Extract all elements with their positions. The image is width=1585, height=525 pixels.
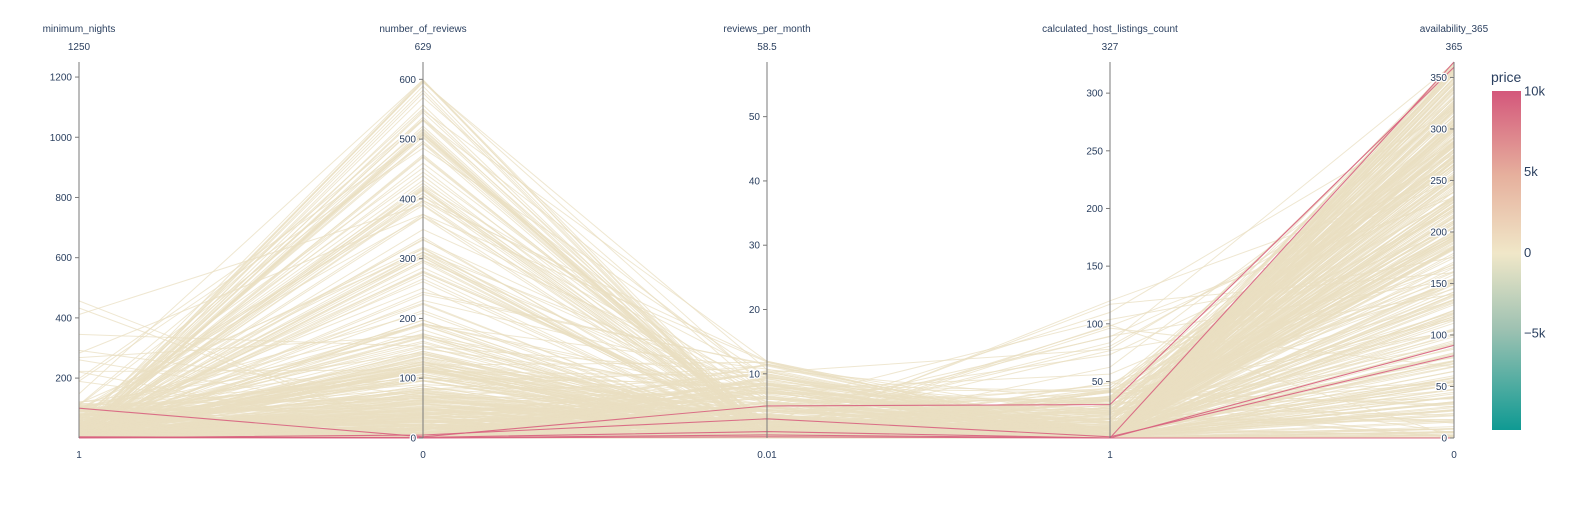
tick-label: 600 <box>55 253 72 264</box>
tick-label: 350 <box>1430 73 1447 84</box>
axis-title: number_of_reviews <box>379 24 466 35</box>
tick-label: 300 <box>399 254 416 265</box>
colorbar-title: price <box>1491 69 1522 85</box>
colorbar-tick-label: 10k <box>1524 84 1545 99</box>
colorbar-tick-label: 0 <box>1524 245 1531 260</box>
tick-label: 200 <box>1430 227 1447 238</box>
axis-min-label: 0.01 <box>757 450 777 461</box>
axis-min-label: 1 <box>1107 450 1113 461</box>
tick-label: 100 <box>1086 319 1103 330</box>
tick-label: 200 <box>399 314 416 325</box>
tick-label: 200 <box>55 374 72 385</box>
tick-label: 50 <box>1092 377 1104 388</box>
tick-label: 40 <box>749 176 761 187</box>
tick-label: 250 <box>1430 176 1447 187</box>
colorbar-tick-label: −5k <box>1524 326 1546 341</box>
tick-label: 10 <box>749 369 761 380</box>
axis-availability_365[interactable]: availability_365 365 00 50 100 150 200 250 300 35… <box>1420 24 1489 461</box>
tick-label: 200 <box>1086 204 1103 215</box>
tick-label: 600 <box>399 75 416 86</box>
axis-number_of_reviews[interactable]: number_of_reviews 629 00 100 200 300 400 500 600 <box>379 24 466 461</box>
axis-reviews_per_month[interactable]: reviews_per_month 58.5 0.01 10 20 30 40 50 <box>723 24 810 461</box>
axis-min-label: 0 <box>420 450 426 461</box>
axis-title: availability_365 <box>1420 24 1489 35</box>
tick-label: 400 <box>55 313 72 324</box>
axis-max-label: 629 <box>415 42 432 53</box>
tick-label: 1000 <box>50 133 73 144</box>
tick-label: 100 <box>399 374 416 385</box>
axes: minimum_nights1250120040060080010001200n… <box>43 24 1489 461</box>
axis-title: calculated_host_listings_count <box>1042 24 1178 35</box>
colorbar-tick-label: 5k <box>1524 164 1538 179</box>
tick-label: 0 <box>410 434 416 445</box>
tick-label: 30 <box>749 241 761 252</box>
axis-max-label: 58.5 <box>757 42 777 53</box>
tick-label: 0 <box>1441 434 1447 445</box>
tick-label: 20 <box>749 305 761 316</box>
tick-label: 300 <box>1086 89 1103 100</box>
axis-min-label: 1 <box>76 450 82 461</box>
tick-label: 50 <box>1436 382 1448 393</box>
tick-label: 1200 <box>50 73 73 84</box>
tick-label: 400 <box>399 194 416 205</box>
axis-min-label: 0 <box>1451 450 1457 461</box>
axis-title: reviews_per_month <box>723 24 810 35</box>
tick-label: 800 <box>55 193 72 204</box>
colorbar-gradient <box>1492 91 1521 430</box>
axis-max-label: 1250 <box>68 42 91 53</box>
tick-label: 50 <box>749 112 761 123</box>
axis-max-label: 365 <box>1446 42 1463 53</box>
tick-label: 150 <box>1430 279 1447 290</box>
axis-title: minimum_nights <box>43 24 116 35</box>
axis-max-label: 327 <box>1102 42 1119 53</box>
axis-calculated_host_listings_count[interactable]: calculated_host_listings_count3271501001… <box>1042 24 1178 461</box>
tick-label: 100 <box>1430 330 1447 341</box>
tick-label: 150 <box>1086 262 1103 273</box>
tick-label: 250 <box>1086 146 1103 157</box>
tick-label: 500 <box>399 135 416 146</box>
tick-label: 300 <box>1430 124 1447 135</box>
